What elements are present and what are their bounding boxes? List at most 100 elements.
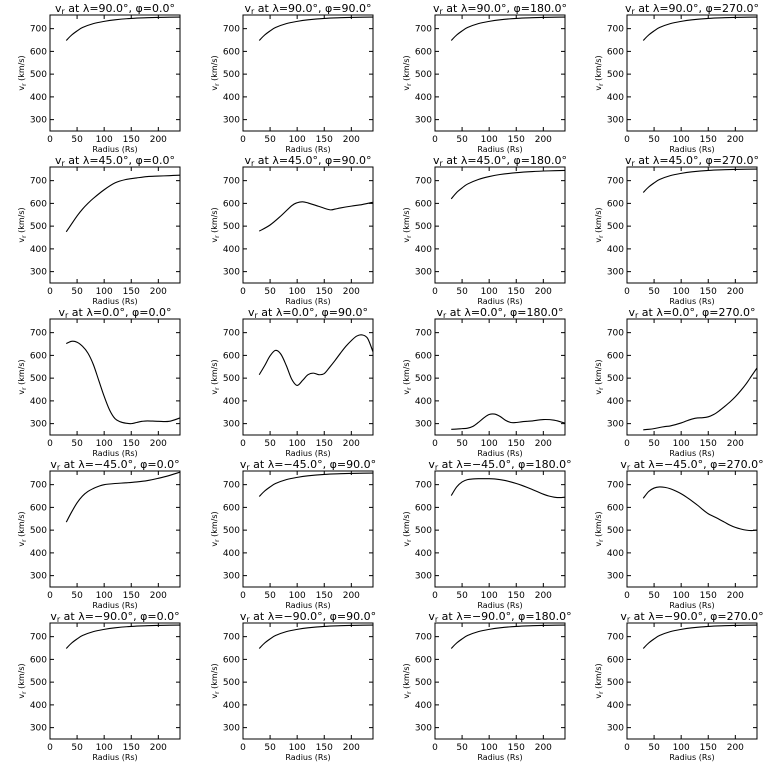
chart-panel: vr at λ=0.0°, φ=270.0° 0 50 100 150 200 300 400… xyxy=(594,306,758,458)
x-tick-label: 50 xyxy=(648,743,660,753)
plot-frame xyxy=(242,318,374,436)
chart-title: vr at λ=0.0°, φ=270.0° xyxy=(628,306,755,320)
chart-panel: vr at λ=−90.0°, φ=90.0° 0 50 100 150 200 300 40… xyxy=(210,610,376,762)
x-tick-label: 50 xyxy=(648,439,660,449)
y-tick-label: 500 xyxy=(223,678,240,688)
y-tick-label: 300 xyxy=(415,420,432,430)
x-tick-label: 0 xyxy=(624,591,630,601)
x-tick-label: 200 xyxy=(343,135,360,145)
y-tick-label: 700 xyxy=(415,177,432,187)
x-tick-label: 100 xyxy=(481,287,498,297)
y-axis-label: vr (km/s) xyxy=(594,663,605,698)
x-axis-label: Radius (Rs) xyxy=(92,753,137,762)
x-tick-label: 200 xyxy=(727,135,744,145)
chart-panel: vr at λ=90.0°, φ=270.0° 0 50 100 150 200 300 40… xyxy=(594,2,759,154)
y-axis-label: vr (km/s) xyxy=(210,359,221,394)
x-tick-label: 0 xyxy=(47,743,53,753)
x-tick-label: 100 xyxy=(481,439,498,449)
x-tick-label: 0 xyxy=(432,743,438,753)
x-tick-label: 50 xyxy=(264,287,276,297)
chart-title: vr at λ=−45.0°, φ=0.0° xyxy=(50,458,179,472)
y-tick-label: 600 xyxy=(223,655,240,665)
x-tick-label: 50 xyxy=(456,287,468,297)
x-tick-label: 0 xyxy=(432,287,438,297)
y-tick-label: 300 xyxy=(607,572,624,582)
y-tick-label: 300 xyxy=(223,420,240,430)
series-line xyxy=(258,624,374,649)
x-tick-label: 0 xyxy=(432,591,438,601)
x-tick-label: 200 xyxy=(535,287,552,297)
y-tick-label: 500 xyxy=(415,70,432,80)
y-tick-label: 500 xyxy=(30,678,47,688)
y-tick-label: 500 xyxy=(607,526,624,536)
series-line xyxy=(450,169,566,200)
y-tick-label: 600 xyxy=(223,503,240,513)
chart-title: vr at λ=0.0°, φ=0.0° xyxy=(58,306,171,320)
x-tick-label: 0 xyxy=(624,743,630,753)
chart-title: vr at λ=0.0°, φ=90.0° xyxy=(248,306,368,320)
x-tick-label: 50 xyxy=(71,439,83,449)
y-tick-label: 400 xyxy=(415,245,432,255)
y-tick-label: 300 xyxy=(30,420,47,430)
y-axis-label: vr (km/s) xyxy=(402,207,413,242)
plot-frame xyxy=(49,14,181,132)
plot-frame xyxy=(626,470,758,588)
y-axis-label: vr (km/s) xyxy=(17,55,28,90)
x-axis-label: Radius (Rs) xyxy=(285,145,330,154)
plot-frame xyxy=(49,622,181,740)
x-tick-label: 50 xyxy=(648,287,660,297)
x-tick-label: 100 xyxy=(673,743,690,753)
y-axis-label: vr (km/s) xyxy=(17,663,28,698)
x-tick-label: 0 xyxy=(624,439,630,449)
y-tick-label: 600 xyxy=(415,47,432,57)
y-tick-label: 700 xyxy=(607,329,624,339)
y-tick-label: 400 xyxy=(223,93,240,103)
y-tick-label: 300 xyxy=(415,268,432,278)
chart-title: vr at λ=90.0°, φ=180.0° xyxy=(433,2,567,16)
y-tick-label: 300 xyxy=(415,572,432,582)
chart-panel: vr at λ=0.0°, φ=90.0° 0 50 100 150 200 300 400 5… xyxy=(210,306,374,458)
y-tick-label: 500 xyxy=(607,678,624,688)
x-axis-label: Radius (Rs) xyxy=(285,753,330,762)
y-axis-label: vr (km/s) xyxy=(17,207,28,242)
x-tick-label: 150 xyxy=(700,743,717,753)
chart-title: vr at λ=−90.0°, φ=270.0° xyxy=(620,610,763,624)
x-tick-label: 100 xyxy=(96,439,113,449)
chart-panel: vr at λ=−90.0°, φ=0.0° 0 50 100 150 200 300 400… xyxy=(17,610,181,762)
y-tick-label: 400 xyxy=(30,397,47,407)
chart-title: vr at λ=90.0°, φ=270.0° xyxy=(625,2,759,16)
y-tick-label: 500 xyxy=(607,374,624,384)
chart-title: vr at λ=−45.0°, φ=180.0° xyxy=(428,458,571,472)
x-tick-label: 200 xyxy=(150,439,167,449)
x-tick-label: 150 xyxy=(700,591,717,601)
plot-frame xyxy=(49,318,181,436)
plot-frame xyxy=(242,14,374,132)
x-axis-label: Radius (Rs) xyxy=(285,601,330,610)
chart-title: vr at λ=0.0°, φ=180.0° xyxy=(436,306,563,320)
x-tick-label: 100 xyxy=(481,743,498,753)
x-tick-label: 150 xyxy=(316,135,333,145)
y-tick-label: 700 xyxy=(415,329,432,339)
chart-panel: vr at λ=45.0°, φ=0.0° 0 50 100 150 200 300 400 5… xyxy=(17,154,181,306)
y-tick-label: 400 xyxy=(415,93,432,103)
y-tick-label: 700 xyxy=(223,633,240,643)
y-tick-label: 600 xyxy=(415,199,432,209)
x-tick-label: 100 xyxy=(96,287,113,297)
x-axis-label: Radius (Rs) xyxy=(477,449,522,458)
series-line xyxy=(258,16,374,41)
x-tick-label: 50 xyxy=(456,135,468,145)
plot-frame xyxy=(434,622,566,740)
y-tick-label: 500 xyxy=(415,374,432,384)
y-tick-label: 600 xyxy=(607,503,624,513)
x-tick-label: 200 xyxy=(535,591,552,601)
y-tick-label: 400 xyxy=(223,245,240,255)
x-tick-label: 100 xyxy=(96,743,113,753)
chart-panel: vr at λ=−45.0°, φ=270.0° 0 50 100 150 200 300 4… xyxy=(594,458,764,610)
y-tick-label: 500 xyxy=(223,222,240,232)
x-tick-label: 50 xyxy=(648,135,660,145)
y-tick-label: 600 xyxy=(223,47,240,57)
x-tick-label: 150 xyxy=(123,287,140,297)
y-tick-label: 400 xyxy=(223,397,240,407)
x-tick-label: 0 xyxy=(47,591,53,601)
x-tick-label: 150 xyxy=(316,287,333,297)
